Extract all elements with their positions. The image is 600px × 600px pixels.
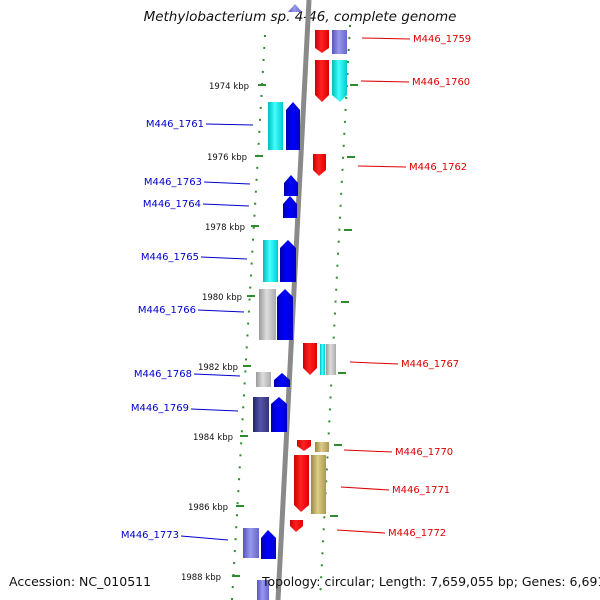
gene-label-m446-1771[interactable]: M446_1771 <box>392 485 450 496</box>
gene-arrow-blue <box>284 175 298 196</box>
scale-label-1976: 1976 kbp <box>207 153 247 163</box>
gene-label-m446-1761[interactable]: M446_1761 <box>146 119 204 130</box>
genome-backbone <box>275 0 312 600</box>
gene-arrow-red <box>290 520 303 532</box>
gene-arrow-blue <box>271 397 287 432</box>
genome-summary-text: Topology: circular; Length: 7,659,055 bp… <box>262 574 600 589</box>
gene-block-cyan <box>268 102 283 150</box>
gene-block-lavender <box>257 580 269 600</box>
gene-block-lavender <box>243 528 259 558</box>
gene-block-khaki <box>311 455 326 514</box>
gene-arrow-red <box>294 455 309 512</box>
gene-block-cyan <box>263 240 278 282</box>
scale-label-1980: 1980 kbp <box>202 293 242 303</box>
accession-text: Accession: NC_010511 <box>9 574 152 589</box>
gene-block-grey <box>256 372 271 387</box>
gene-label-m446-1769[interactable]: M446_1769 <box>131 403 189 414</box>
gene-label-m446-1762[interactable]: M446_1762 <box>409 162 467 173</box>
scale-ticks <box>232 84 358 577</box>
gene-label-m446-1765[interactable]: M446_1765 <box>141 252 199 263</box>
gene-arrow-lavender <box>288 4 302 12</box>
gene-arrow-red <box>315 60 329 102</box>
gene-arrows-right <box>290 30 347 532</box>
gene-label-m446-1773[interactable]: M446_1773 <box>121 530 179 541</box>
gene-block-grey <box>259 289 276 340</box>
gene-arrow-red <box>297 440 311 451</box>
gene-label-m446-1759[interactable]: M446_1759 <box>413 34 471 45</box>
gene-arrow-blue <box>277 289 293 340</box>
page-title: Methylobacterium sp. 4-46, complete geno… <box>143 9 457 25</box>
gene-arrow-blue <box>286 102 300 150</box>
gene-arrow-cyan <box>332 60 347 102</box>
scale-label-1974: 1974 kbp <box>209 82 249 92</box>
gene-arrows-left <box>243 4 302 600</box>
gene-arrow-red <box>303 343 317 375</box>
gene-arrow-blue <box>274 373 290 387</box>
gene-block-khaki <box>315 442 329 452</box>
scale-label-1986: 1986 kbp <box>188 503 228 513</box>
right-leader-lines <box>336 37 411 534</box>
scale-label-1978: 1978 kbp <box>205 223 245 233</box>
gene-arrow-blue <box>280 240 296 282</box>
gene-block-cyan <box>320 344 325 375</box>
gene-label-m446-1766[interactable]: M446_1766 <box>138 305 196 316</box>
gene-block-lavender <box>332 30 347 54</box>
scale-label-1984: 1984 kbp <box>193 433 233 443</box>
gene-label-m446-1768[interactable]: M446_1768 <box>134 369 192 380</box>
gene-block-navy <box>253 397 269 432</box>
gene-label-m446-1760[interactable]: M446_1760 <box>412 77 470 88</box>
scale-label-1982: 1982 kbp <box>198 363 238 373</box>
left-leader-lines <box>180 123 254 541</box>
gene-arrow-red <box>315 30 329 53</box>
gene-label-m446-1764[interactable]: M446_1764 <box>143 199 201 210</box>
gene-label-m446-1767[interactable]: M446_1767 <box>401 359 459 370</box>
gene-block-grey <box>326 344 336 375</box>
gene-arrow-red <box>313 154 326 176</box>
gene-arrow-blue <box>283 196 297 218</box>
scale-label-1988: 1988 kbp <box>181 573 221 583</box>
gene-arrow-blue <box>261 530 276 559</box>
gene-label-m446-1763[interactable]: M446_1763 <box>144 177 202 188</box>
gene-label-m446-1770[interactable]: M446_1770 <box>395 447 453 458</box>
gene-label-m446-1772[interactable]: M446_1772 <box>388 528 446 539</box>
